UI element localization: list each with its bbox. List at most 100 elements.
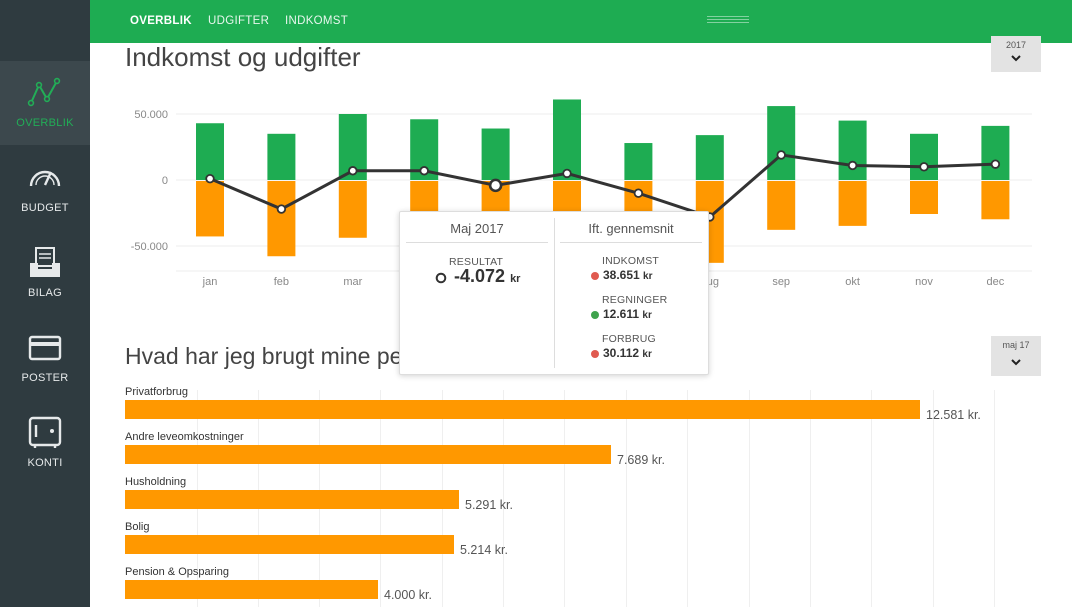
month-select-value: maj 17 — [1002, 340, 1030, 350]
income-bar — [910, 133, 938, 180]
page-title: Indkomst og udgifter — [125, 42, 361, 72]
menu-handle-icon[interactable] — [707, 16, 749, 26]
grid-line — [626, 390, 627, 607]
grid-line — [933, 390, 934, 607]
result-line — [209, 153, 996, 219]
income-bar — [767, 106, 796, 180]
tooltip-compare-title: Ift. gennemsnit — [588, 221, 674, 236]
result-point — [419, 166, 429, 176]
x-tick-label: feb — [274, 276, 289, 288]
divider — [406, 242, 548, 243]
grid-line — [871, 390, 872, 607]
status-dot-icon — [591, 272, 599, 280]
expense-category-label: Privatforbrug — [125, 386, 188, 398]
sidebar-item-poster[interactable]: POSTER — [0, 316, 90, 400]
grid-line — [687, 390, 688, 607]
chevron-down-icon — [1011, 55, 1021, 62]
tooltip-month: Maj 2017 — [450, 221, 504, 236]
divider — [554, 218, 555, 368]
expense-bar — [196, 181, 224, 237]
x-tick-label: sep — [772, 276, 790, 288]
tab-overblik[interactable]: OVERBLIK — [130, 15, 192, 27]
safe-icon — [28, 416, 62, 448]
income-bar — [695, 135, 724, 180]
month-tooltip: Maj 2017 Ift. gennemsnit RESULTAT -4.072… — [399, 211, 709, 375]
expense-bar — [125, 580, 378, 599]
x-tick-label: jan — [202, 276, 218, 288]
x-tick-label: okt — [845, 276, 860, 288]
sidebar-item-bilag[interactable]: BILAG — [0, 231, 90, 315]
expense-bar — [767, 181, 796, 230]
income-bar — [481, 128, 510, 180]
income-bar — [196, 123, 224, 180]
expense-value: 12.581 kr. — [926, 408, 981, 422]
consumption-value: 30.112 kr — [603, 346, 652, 360]
document-tray-icon — [30, 247, 60, 277]
divider — [560, 242, 702, 243]
consumption-label: FORBRUG — [602, 333, 656, 345]
expense-value: 5.291 kr. — [465, 498, 513, 512]
expense-bar — [267, 181, 296, 257]
expense-bar — [838, 181, 867, 226]
expense-value: 4.000 kr. — [384, 588, 432, 602]
sidebar-item-label: POSTER — [21, 372, 69, 384]
month-select[interactable]: maj 17 — [991, 336, 1041, 376]
x-tick-label: dec — [987, 276, 1005, 288]
bills-value: 12.611 kr — [603, 307, 652, 321]
sidebar-item-konti[interactable]: KONTI — [0, 401, 90, 485]
result-point — [847, 160, 858, 171]
result-point — [633, 188, 644, 198]
y-tick-label: 0 — [162, 175, 168, 187]
year-select[interactable]: 2017 — [991, 36, 1041, 72]
expense-category-label: Bolig — [125, 521, 150, 533]
expense-row[interactable]: Bolig 5.214 kr. — [125, 515, 1045, 560]
grid-line — [503, 390, 504, 607]
expense-row[interactable]: Husholdning 5.291 kr. — [125, 470, 1045, 515]
result-point — [990, 159, 1001, 169]
status-dot-icon — [591, 311, 599, 319]
expense-bar — [338, 181, 367, 238]
sidebar-item-label: KONTI — [27, 457, 63, 469]
activity-icon — [27, 77, 61, 107]
income-label: INDKOMST — [602, 255, 660, 267]
top-navigation: OVERBLIK UDGIFTER INDKOMST — [90, 0, 1072, 43]
sidebar: OVERBLIK BUDGET BILAG POSTER — [0, 0, 90, 607]
result-label: RESULTAT — [449, 256, 504, 268]
result-point — [776, 150, 786, 160]
sidebar-item-label: BILAG — [28, 287, 62, 299]
tab-indkomst[interactable]: INDKOMST — [285, 15, 349, 27]
result-point — [562, 168, 572, 179]
result-point — [488, 178, 503, 193]
expense-row[interactable]: Privatforbrug 12.581 kr. — [125, 380, 1045, 425]
expense-value: 5.214 kr. — [460, 543, 508, 557]
result-point — [348, 166, 358, 176]
expense-row[interactable]: Andre leveomkostninger 7.689 kr. — [125, 425, 1045, 470]
tab-udgifter[interactable]: UDGIFTER — [208, 15, 270, 27]
gauge-icon — [29, 170, 61, 187]
expense-bar — [910, 181, 938, 214]
expense-bar — [125, 400, 920, 419]
result-point — [205, 173, 215, 184]
grid-line — [564, 390, 565, 607]
expense-value: 7.689 kr. — [617, 453, 665, 467]
grid-line — [994, 390, 995, 607]
grid-line — [810, 390, 811, 607]
result-value: -4.072 kr — [454, 266, 521, 286]
sidebar-item-budget[interactable]: BUDGET — [0, 146, 90, 230]
expense-row[interactable]: Pension & Opsparing 4.000 kr. — [125, 560, 1045, 605]
result-point — [276, 204, 287, 214]
status-dot-icon — [591, 350, 599, 358]
expense-bar — [981, 181, 1010, 220]
expense-category-label: Pension & Opsparing — [125, 566, 229, 578]
income-bar — [267, 133, 296, 180]
income-bar — [624, 143, 653, 180]
result-marker-icon — [435, 272, 447, 284]
y-tick-label: 50.000 — [134, 109, 168, 121]
sidebar-item-overblik[interactable]: OVERBLIK — [0, 61, 90, 145]
grid-line — [749, 390, 750, 607]
expense-category-label: Husholdning — [125, 476, 187, 488]
income-bar — [981, 125, 1010, 180]
x-tick-label: nov — [915, 276, 933, 288]
bills-label: REGNINGER — [602, 294, 668, 306]
